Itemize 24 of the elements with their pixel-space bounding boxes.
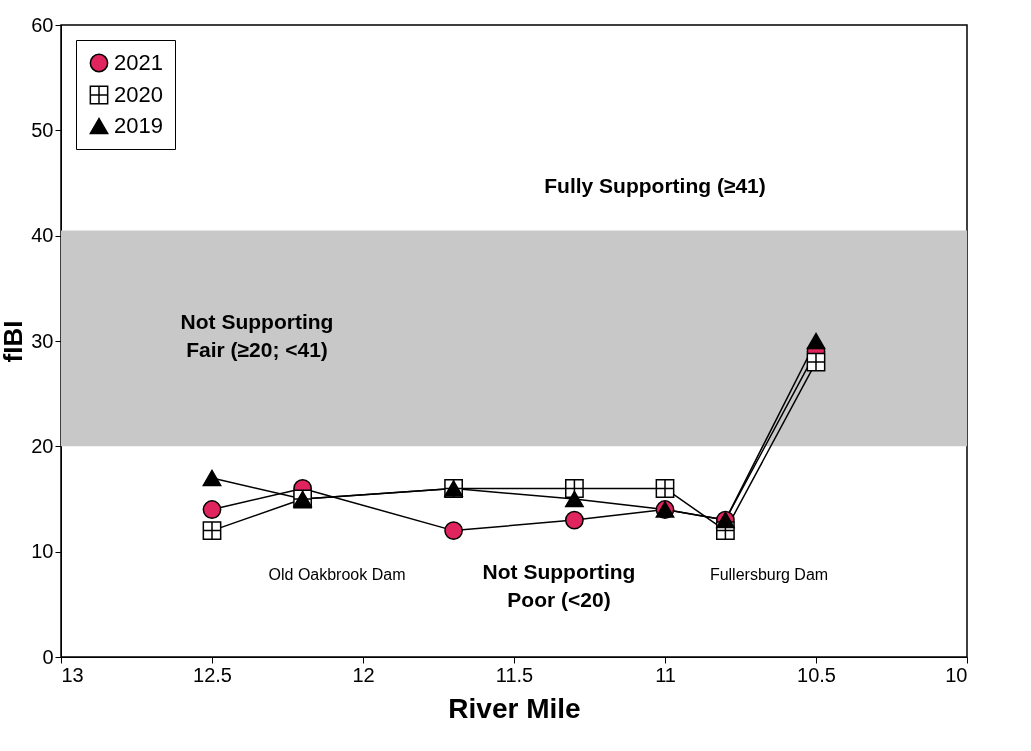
y-tick-label: 20 [31, 434, 54, 457]
legend-label: 2020 [114, 82, 163, 107]
y-axis-title: fIBI [0, 320, 29, 363]
annotation: Fully Supporting (≥41) [544, 174, 766, 197]
x-tick-label: 13 [61, 663, 84, 686]
y-tick-label: 0 [42, 645, 54, 668]
y-tick-label: 50 [31, 118, 54, 141]
annotation: Fullersburg Dam [709, 566, 829, 583]
x-tick-label: 12 [352, 663, 375, 686]
legend-label: 2021 [114, 50, 163, 75]
x-tick-label: 10 [945, 663, 968, 686]
y-tick-label: 10 [31, 540, 54, 563]
y-tick-label: 60 [31, 13, 54, 36]
x-tick-label: 11 [655, 663, 676, 686]
annotation: Old Oakbrook Dam [268, 566, 406, 583]
annotation: Not Supporting Fair (≥20; <41) [180, 310, 334, 361]
y-tick-label: 40 [31, 224, 54, 247]
x-tick-label: 12.5 [193, 663, 232, 686]
y-tick-label: 30 [31, 329, 54, 352]
x-tick-label: 10.5 [797, 663, 836, 686]
annotation: Not Supporting Poor (<20) [482, 560, 636, 611]
legend-label: 2019 [114, 113, 163, 138]
x-axis-title: River Mile [448, 692, 581, 724]
x-tick-label: 11.5 [495, 663, 534, 686]
